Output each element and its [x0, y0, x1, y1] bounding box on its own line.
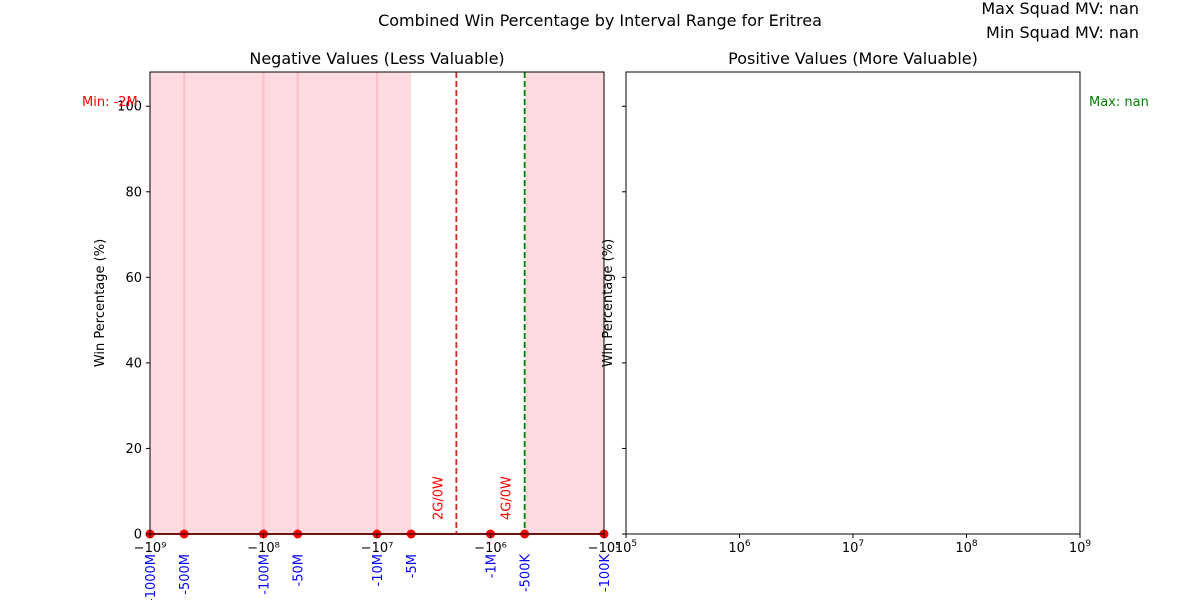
left-interval-lines	[183, 72, 378, 534]
interval-label-8: -100K	[598, 554, 613, 593]
max-squad-mv-label: Max Squad MV: nan	[981, 0, 1139, 18]
left-x-tick-label-3: −10⁶	[474, 541, 507, 556]
left-shaded-regions	[150, 72, 604, 534]
right-y-axis-label: Win Percentage (%)	[601, 239, 616, 367]
left-interval-labels: -1000M -500M -100M -50M -10M -5M -1M -500K -100K	[144, 554, 613, 603]
right-x-tick-label-2: 107	[842, 539, 864, 556]
left-y-axis-ticks: 0 20 40 60 80 100	[117, 100, 150, 543]
left-x-axis-ticks: −10⁹ −10⁸ −10⁷ −10⁶ −10⁵	[134, 534, 621, 556]
max-annotation: Max: nan	[1089, 95, 1149, 110]
left-y-axis-label: Win Percentage (%)	[93, 239, 108, 367]
interval-label-6: -1M	[485, 554, 500, 578]
right-x-axis-ticks: 105 106 107 108 109	[615, 534, 1092, 556]
figure-suptitle: Combined Win Percentage by Interval Rang…	[378, 11, 822, 30]
right-x-tick-label-3: 108	[955, 539, 978, 556]
left-panel-title: Negative Values (Less Valuable)	[249, 49, 504, 68]
left-x-tick-label-4: −10⁵	[588, 541, 621, 556]
left-y-tick-label-0: 0	[134, 528, 142, 543]
interval-label-7: -500K	[519, 554, 534, 593]
interval-label-5: -5M	[405, 554, 420, 578]
left-y-tick-label-2: 40	[125, 356, 142, 371]
right-x-tick-label-0: 105	[615, 539, 637, 556]
threshold-annotation-1: 4G/0W	[500, 476, 515, 520]
interval-label-3: -50M	[292, 554, 307, 586]
threshold-annotation-0: 2G/0W	[431, 476, 446, 520]
positive-values-panel: Positive Values (More Valuable) 105 106 10…	[601, 49, 1149, 556]
shaded-region-1	[524, 72, 604, 534]
interval-label-4: -10M	[371, 554, 386, 586]
left-y-tick-label-4: 80	[125, 185, 142, 200]
right-panel-title: Positive Values (More Valuable)	[728, 49, 978, 68]
right-plot-frame	[625, 71, 1081, 535]
right-x-tick-label-1: 106	[728, 539, 751, 556]
negative-values-panel: Negative Values (Less Valuable) 2G/0W 4G/…	[82, 49, 621, 603]
interval-label-1: -500M	[178, 554, 193, 595]
interval-label-0: -1000M	[144, 554, 159, 600]
left-y-tick-label-5: 100	[117, 100, 142, 115]
min-annotation: Min: -2M	[82, 95, 138, 110]
min-squad-mv-label: Min Squad MV: nan	[986, 23, 1139, 42]
left-x-tick-label-1: −10⁸	[247, 541, 280, 556]
left-x-tick-label-2: −10⁷	[361, 541, 394, 556]
left-x-tick-label-0: −10⁹	[134, 541, 167, 556]
left-y-tick-label-3: 60	[125, 271, 142, 286]
right-y-axis-ticks	[622, 105, 626, 535]
left-threshold-lines: 2G/0W 4G/0W	[431, 72, 526, 534]
shaded-region-0	[150, 72, 412, 534]
interval-label-2: -100M	[258, 554, 273, 595]
right-x-tick-label-4: 109	[1069, 539, 1092, 556]
left-y-tick-label-1: 20	[125, 442, 142, 457]
